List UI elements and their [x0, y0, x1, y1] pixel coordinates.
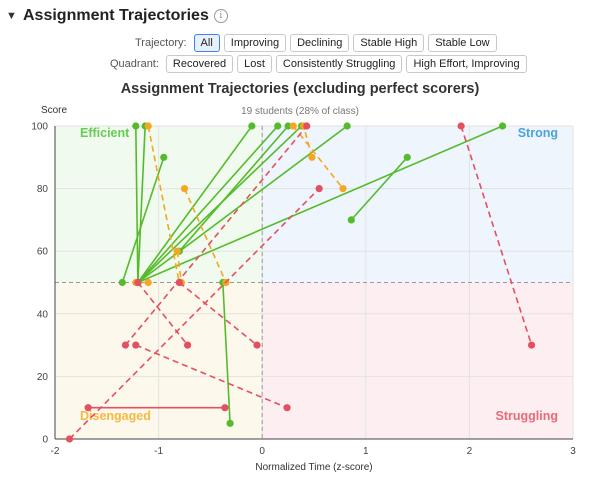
trajectory-line: [292, 125, 344, 190]
trajectory-end-point: [343, 122, 351, 130]
y-tick-label: 100: [31, 122, 48, 133]
trajectory-start-point: [347, 216, 355, 224]
trajectory-start-point: [173, 247, 181, 255]
trajectory-start-point: [289, 122, 297, 130]
quadrant-filter-high-effort-improving[interactable]: High Effort, Improving: [406, 55, 527, 73]
quadrant-filter-recovered[interactable]: Recovered: [165, 55, 234, 73]
trajectory-filter-stable-low[interactable]: Stable Low: [428, 34, 497, 52]
trajectory-filter-declining[interactable]: Declining: [290, 34, 350, 52]
trajectory-line: [137, 282, 189, 346]
trajectory-filter-stable-high[interactable]: Stable High: [353, 34, 425, 52]
trajectory-filter-improving[interactable]: Improving: [223, 34, 287, 52]
trajectory-line: [121, 157, 165, 283]
chart-title: Assignment Trajectories (excluding perfe…: [121, 81, 480, 97]
trajectory-line: [222, 282, 231, 424]
trajectory-end-point: [283, 404, 291, 412]
trajectory-start-point: [121, 341, 130, 349]
quadrant-bg-struggling: [262, 282, 573, 439]
trajectory-line: [302, 125, 313, 158]
x-tick-label: -1: [154, 446, 163, 457]
trajectory-start-point: [457, 122, 465, 130]
trajectory-line: [178, 281, 258, 346]
trajectory-line: [178, 125, 289, 252]
trajectory-line: [137, 125, 279, 284]
section-title: Assignment Trajectories: [23, 7, 209, 24]
trajectory-end-point: [315, 185, 323, 193]
quadrant-bg-strong: [262, 126, 573, 283]
x-tick-label: 1: [363, 446, 369, 457]
trajectory-end-point: [248, 122, 256, 130]
x-axis-label: Normalized Time (z-score): [255, 462, 372, 473]
trajectory-end-point: [284, 122, 292, 130]
trajectory-end-point: [132, 122, 140, 130]
trajectory-start-point: [175, 278, 183, 287]
trajectory-chart: Assignment Trajectories (excluding perfe…: [31, 81, 576, 473]
trajectory-start-point: [132, 341, 140, 349]
trajectory-line: [137, 125, 146, 283]
y-axis-label: Score: [41, 105, 68, 116]
y-tick-label: 60: [37, 247, 49, 258]
y-tick-label: 80: [37, 184, 49, 195]
trajectory-start-point: [308, 153, 316, 161]
chart-subtitle: 19 students (28% of class): [241, 106, 359, 117]
trajectory-start-point: [180, 185, 189, 193]
trajectory-line: [135, 125, 139, 283]
trajectory-end-point: [303, 122, 311, 130]
trajectory-filter-label: Trajectory:: [135, 37, 187, 49]
trajectory-end-point: [184, 341, 192, 349]
info-icon[interactable]: i: [213, 9, 228, 23]
trajectory-end-point: [339, 185, 347, 193]
trajectory-filter-all[interactable]: All: [193, 34, 220, 52]
trajectory-end-point: [221, 404, 229, 412]
x-tick-label: -2: [51, 446, 60, 457]
x-tick-label: 2: [467, 446, 473, 457]
trajectory-end-point: [226, 419, 234, 427]
trajectory-end-point: [274, 122, 282, 130]
quadrant-label-efficient: Efficient: [80, 126, 130, 140]
quadrant-filter-lost[interactable]: Lost: [237, 55, 272, 73]
quadrant-filter-row: Quadrant: Recovered Lost Consistently St…: [110, 55, 527, 73]
trajectory-line: [176, 251, 183, 283]
trajectory-end-point: [403, 153, 411, 161]
section-header: ▼ Assignment Trajectories i: [6, 5, 228, 27]
collapse-caret-icon[interactable]: ▼: [6, 10, 17, 22]
trajectory-start-point: [65, 435, 74, 443]
trajectory-start-point: [84, 404, 92, 412]
y-tick-label: 40: [37, 309, 49, 320]
trajectory-end-point: [498, 122, 507, 130]
trajectory-line: [350, 156, 408, 221]
quadrant-label-struggling: Struggling: [496, 409, 559, 423]
trajectory-line: [68, 188, 320, 440]
trajectory-end-point: [160, 153, 168, 161]
trajectory-line: [460, 125, 533, 346]
trajectory-line: [183, 188, 227, 283]
trajectory-line: [147, 125, 181, 283]
trajectory-start-point: [134, 278, 142, 287]
trajectory-start-point: [118, 278, 126, 287]
quadrant-filter-consistently-struggling[interactable]: Consistently Struggling: [275, 55, 403, 73]
trajectory-line: [137, 125, 253, 283]
x-tick-label: 3: [570, 446, 576, 457]
y-tick-label: 20: [37, 372, 49, 383]
quadrant-filter-label: Quadrant:: [110, 58, 159, 70]
trajectory-line: [124, 125, 308, 346]
trajectory-end-point: [527, 341, 536, 349]
trajectory-filter-row: Trajectory: All Improving Declining Stab…: [135, 34, 497, 52]
trajectory-line: [135, 344, 288, 409]
quadrant-label-strong: Strong: [518, 126, 558, 140]
x-tick-label: 0: [259, 446, 265, 457]
trajectory-start-point: [144, 122, 152, 130]
quadrant-label-disengaged: Disengaged: [80, 409, 151, 423]
trajectory-start-point: [144, 278, 152, 287]
y-tick-label: 0: [42, 435, 48, 446]
trajectory-end-point: [253, 341, 261, 349]
